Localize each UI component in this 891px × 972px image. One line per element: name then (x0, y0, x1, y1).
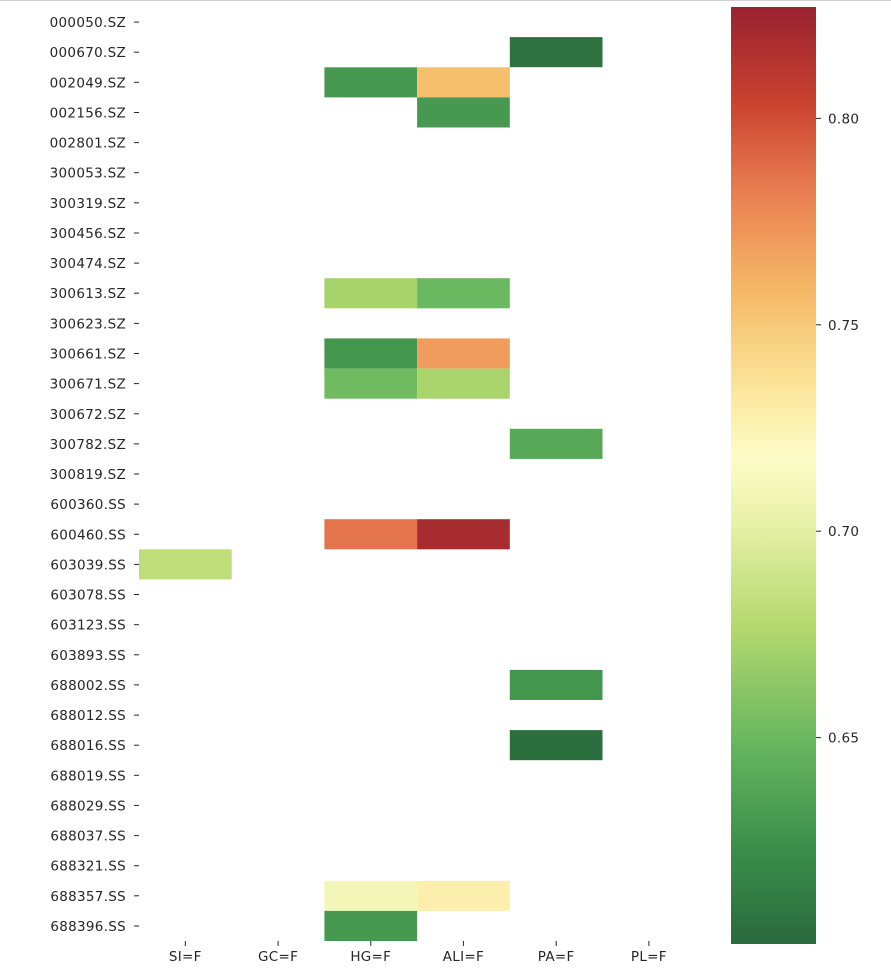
y-tick-label: 688321.SS (50, 859, 126, 875)
y-tick-label: 600460.SS (50, 527, 126, 543)
y-tick-label: 688396.SS (50, 919, 126, 935)
y-tick-label: 300053.SZ (50, 166, 126, 182)
heatmap-cell (324, 67, 418, 98)
y-tick-label: 300474.SZ (50, 256, 126, 272)
heatmap-cell (417, 519, 510, 550)
y-tick-label: 603078.SS (50, 588, 126, 604)
x-tick-label: HG=F (350, 949, 391, 965)
colorbar-gradient (731, 7, 816, 944)
y-axis: 000050.SZ 000670.SZ 002049.SZ 002156.SZ 0028… (50, 15, 139, 935)
y-tick-label: 002801.SZ (50, 136, 126, 152)
heatmap-cell (417, 880, 510, 911)
heatmap-cell (417, 67, 510, 98)
y-tick-label: 000050.SZ (50, 15, 126, 31)
y-tick-label: 002156.SZ (50, 106, 126, 122)
heatmap-cell (324, 880, 418, 911)
heatmap-cell (509, 428, 603, 459)
heatmap-cell (417, 368, 510, 399)
y-tick-label: 300671.SZ (50, 377, 126, 393)
heatmap-cell (509, 730, 603, 761)
y-tick-label: 000670.SZ (50, 45, 126, 61)
heatmap-cell (417, 97, 510, 128)
heatmap-cell (324, 368, 418, 399)
x-tick-label: ALI=F (443, 949, 484, 965)
y-tick-label: 603039.SS (50, 557, 126, 573)
y-tick-label: 300672.SZ (50, 407, 126, 423)
x-axis: SI=F GC=F HG=F ALI=F PA=F PL=F (169, 941, 667, 965)
y-tick-label: 600360.SS (50, 497, 126, 513)
y-tick-label: 688357.SS (50, 889, 126, 905)
y-tick-label: 688002.SS (50, 678, 126, 694)
x-tick-label: SI=F (169, 949, 202, 965)
heatmap-cell (509, 669, 603, 700)
y-tick-label: 300819.SZ (50, 467, 126, 483)
y-tick-label: 300661.SZ (50, 347, 126, 363)
heatmap-cells (139, 37, 603, 941)
y-tick-label: 603123.SS (50, 618, 126, 634)
heatmap-cell (324, 278, 418, 309)
y-tick-label: 688016.SS (50, 738, 126, 754)
heatmap-cell (324, 519, 418, 550)
heatmap-cell (324, 910, 418, 941)
y-tick-label: 300456.SZ (50, 226, 126, 242)
y-tick-label: 603893.SS (50, 648, 126, 664)
x-tick-label: GC=F (258, 949, 298, 965)
colorbar-tick-label: 0.65 (828, 731, 859, 747)
heatmap-cell (324, 338, 418, 369)
colorbar: 0.65 0.70 0.75 0.80 (731, 7, 859, 944)
heatmap-cell (417, 338, 510, 369)
y-tick-label: 300319.SZ (50, 196, 126, 212)
colorbar-ticks: 0.65 0.70 0.75 0.80 (816, 111, 859, 747)
y-tick-label: 300613.SZ (50, 286, 126, 302)
x-tick-label: PA=F (538, 949, 575, 965)
colorbar-tick-label: 0.75 (828, 318, 859, 334)
y-tick-label: 688019.SS (50, 768, 126, 784)
y-tick-label: 688012.SS (50, 708, 126, 724)
y-tick-label: 300782.SZ (50, 437, 126, 453)
heatmap-cell (417, 278, 510, 309)
top-border-line (0, 0, 891, 1)
colorbar-tick-label: 0.70 (828, 524, 859, 540)
heatmap-cell (139, 549, 232, 580)
y-tick-label: 688037.SS (50, 829, 126, 845)
y-tick-label: 002049.SZ (50, 75, 126, 91)
heatmap-cell (509, 37, 603, 68)
y-tick-label: 688029.SS (50, 798, 126, 814)
y-tick-label: 300623.SZ (50, 316, 126, 332)
colorbar-tick-label: 0.80 (828, 111, 859, 127)
x-tick-label: PL=F (631, 949, 667, 965)
